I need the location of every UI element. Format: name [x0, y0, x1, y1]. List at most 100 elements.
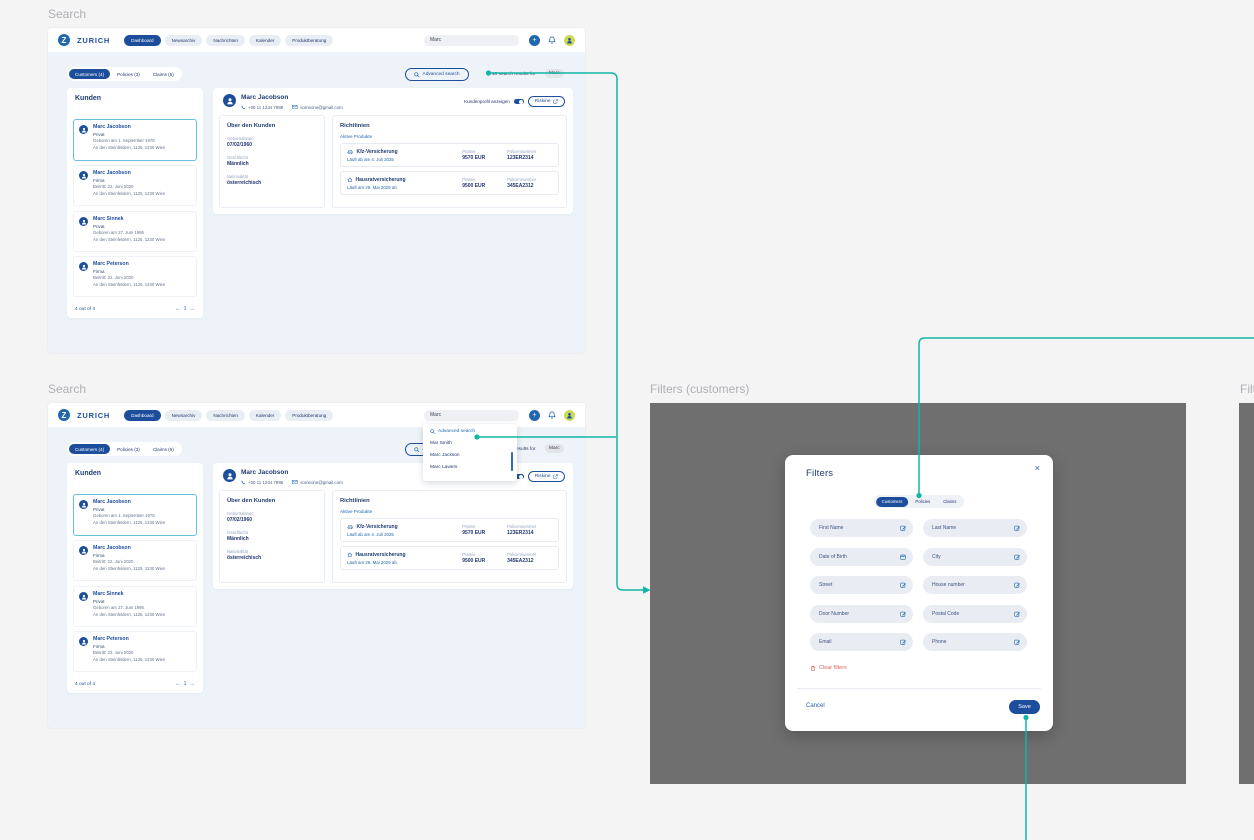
filter-tab-customers[interactable]: Customers: [875, 496, 909, 507]
filter-tab-claims[interactable]: Claims: [943, 499, 957, 504]
field-label: Nationalität: [227, 173, 248, 179]
filter-field-date-of-birth[interactable]: Date of Birth: [810, 547, 913, 566]
dropdown-advanced-search[interactable]: Advanced search: [430, 429, 475, 434]
customer-type: Privat: [93, 506, 105, 512]
tab-customers[interactable]: Customers (4): [69, 444, 111, 454]
nav-item-nachrichten[interactable]: Nachrichten: [206, 409, 245, 421]
filter-field-first-name[interactable]: First Name: [810, 519, 913, 537]
nav-item-nachrichten[interactable]: Nachrichten: [206, 34, 245, 46]
nav-item-dashboard[interactable]: Dashboard: [124, 34, 161, 46]
advanced-search-label: Advanced search: [422, 72, 460, 77]
policy-row[interactable]: Kfz-Versicherung Läuft ab am 4. Juli 202…: [340, 518, 559, 542]
nav-item-kalender[interactable]: Kalender: [248, 409, 282, 421]
customer-type: Privat: [93, 598, 105, 604]
filter-field-street[interactable]: Street: [810, 576, 913, 594]
customer-card[interactable]: Marc Peterson Firma Beitritt: 22. Juni 2…: [73, 256, 197, 297]
filter-field-house-number[interactable]: House number: [923, 576, 1027, 594]
plus-icon: +: [532, 411, 537, 419]
user-icon: [79, 171, 88, 180]
product-name: Kfz-Versicherung: [356, 148, 398, 155]
zurich-logo-letter: Z: [61, 410, 67, 420]
tab-claims[interactable]: Claims (5): [152, 446, 174, 452]
filter-field-phone[interactable]: Phone: [923, 633, 1027, 651]
nav-item-newsarchiv[interactable]: Newsarchiv: [164, 409, 203, 421]
contact-row: +00 11 1234 7898 someone@gmail.com: [241, 105, 343, 110]
next-page-icon[interactable]: →: [189, 306, 196, 312]
tab-policies[interactable]: Policies (3): [117, 71, 140, 77]
result-count: 4 out of 4: [75, 306, 96, 312]
suggestion-item[interactable]: Mar Smith: [430, 441, 452, 446]
filter-field-label: Email: [819, 639, 832, 645]
avatar[interactable]: [564, 409, 575, 421]
nav-item-produktberatung[interactable]: Produktberatung: [285, 34, 334, 46]
next-page-icon[interactable]: →: [189, 681, 196, 687]
customer-card[interactable]: Marc Jacobson Firma Beitritt: 22. Juni 2…: [73, 165, 197, 206]
customer-card[interactable]: Marc Sinnek Privat Geboren am 27. Juni 1…: [73, 586, 197, 627]
filter-field-postal-code[interactable]: Postal Code: [923, 604, 1027, 623]
bell-icon[interactable]: [548, 36, 556, 44]
save-button[interactable]: Save: [1009, 700, 1040, 714]
global-search-input[interactable]: [424, 409, 519, 421]
search-icon: [414, 72, 420, 78]
toggle-icon[interactable]: [513, 98, 524, 105]
customer-card-body: Marc Jacobson Privat Geboren am 1. Septe…: [93, 499, 194, 525]
clear-filters-label: Clear filters: [819, 665, 847, 671]
car-icon: [347, 524, 354, 529]
add-button[interactable]: +: [529, 409, 540, 421]
edit-icon: [1014, 525, 1020, 531]
riskine-button[interactable]: Riskine: [527, 96, 565, 107]
filter-field-label: First Name: [819, 525, 844, 531]
global-search-input[interactable]: [424, 34, 519, 46]
dropdown-scrollbar[interactable]: [510, 452, 513, 471]
policy-number-value: 123ER2314: [507, 155, 534, 161]
policies-card: Richtlinien Aktive Produkte Kfz-Versiche…: [332, 115, 567, 208]
filter-field-door-number[interactable]: Door Number: [810, 604, 913, 623]
policy-row[interactable]: Hausratversicherung Läuft am 26. Mai 202…: [340, 171, 559, 195]
pagination: ← 1 →: [175, 681, 195, 687]
customer-line1: Geboren am 27. Juni 1995: [93, 605, 144, 611]
tab-claims[interactable]: Claims (5): [152, 71, 174, 77]
clear-filters-button[interactable]: Clear filters: [810, 665, 847, 671]
nav-item-dashboard[interactable]: Dashboard: [124, 409, 161, 421]
filter-field-email[interactable]: Email: [810, 633, 913, 651]
customer-type: Privat: [93, 131, 105, 137]
filter-tab-policies[interactable]: Policies: [915, 499, 931, 504]
user-icon: [79, 637, 88, 646]
user-icon: [223, 469, 236, 482]
modal-divider: [797, 688, 1041, 689]
prev-page-icon[interactable]: ←: [174, 306, 181, 312]
avatar[interactable]: [564, 34, 575, 46]
customer-card[interactable]: Marc Jacobson Privat Geboren am 1. Septe…: [73, 119, 197, 161]
suggestion-item[interactable]: Marc Jackson: [430, 453, 460, 458]
customer-list-panel: Kunden Marc Jacobson Privat Geboren am 1…: [67, 88, 203, 318]
modal-title: Filters: [806, 468, 834, 479]
filter-field-label: Last Name: [932, 525, 957, 531]
nav-item-produktberatung[interactable]: Produktberatung: [285, 409, 334, 421]
policy-row[interactable]: Hausratversicherung Läuft am 26. Mai 202…: [340, 546, 559, 570]
filter-field-city[interactable]: City: [923, 547, 1027, 566]
nav-item-kalender[interactable]: Kalender: [248, 34, 282, 46]
suggestion-item[interactable]: Marc Lawers: [430, 465, 458, 470]
filter-field-last-name[interactable]: Last Name: [923, 519, 1027, 537]
tab-customers[interactable]: Customers (4): [69, 69, 111, 79]
riskine-button[interactable]: Riskine: [527, 471, 565, 482]
search-suggestions-dropdown: Advanced search Mar Smith Marc Jackson M…: [423, 424, 517, 481]
about-customer-card: Über den Kunden Geburtsdatum 07/02/1960 …: [219, 490, 325, 583]
nav-item-newsarchiv[interactable]: Newsarchiv: [164, 34, 203, 46]
field-value: Männlich: [227, 161, 249, 167]
cancel-button[interactable]: Cancel: [806, 703, 825, 709]
bell-icon[interactable]: [548, 411, 556, 419]
close-icon[interactable]: ×: [1034, 463, 1040, 473]
policy-row[interactable]: Kfz-Versicherung Läuft ab am 4. Juli 202…: [340, 143, 559, 167]
tab-policies[interactable]: Policies (3): [117, 446, 140, 452]
customer-card[interactable]: Marc Jacobson Firma Beitritt: 22. Juni 2…: [73, 540, 197, 581]
add-button[interactable]: +: [529, 34, 540, 46]
prev-page-icon[interactable]: ←: [174, 681, 181, 687]
customer-card-body: Marc Jacobson Firma Beitritt: 22. Juni 2…: [93, 170, 194, 196]
customer-card[interactable]: Marc Peterson Firma Beitritt: 22. Juni 2…: [73, 631, 197, 672]
customer-name: Marc Jacobson: [93, 124, 131, 130]
customer-card[interactable]: Marc Sinnek Privat Geboren am 27. Juni 1…: [73, 211, 197, 252]
advanced-search-button[interactable]: Advanced search: [405, 68, 469, 81]
customer-type: Firma: [93, 177, 105, 183]
customer-card[interactable]: Marc Jacobson Privat Geboren am 1. Septe…: [73, 494, 197, 536]
